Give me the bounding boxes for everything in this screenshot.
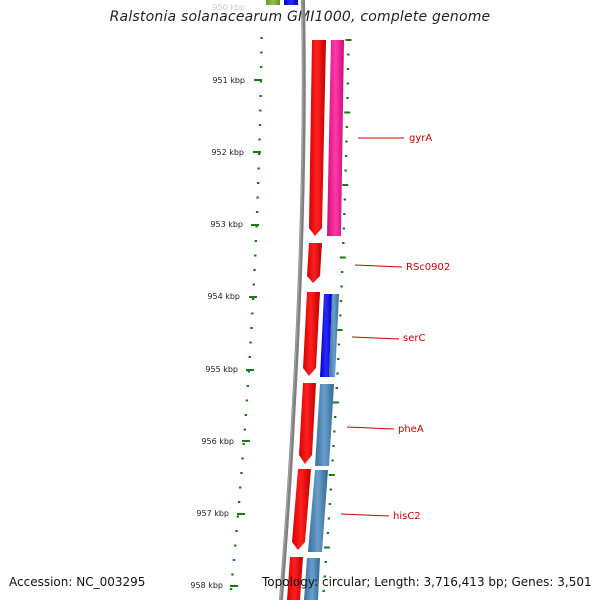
scale-label-953: 953 kbp (210, 220, 259, 229)
svg-text:955 kbp: 955 kbp (205, 365, 238, 374)
svg-text:gyrA: gyrA (409, 133, 432, 144)
feature-olive-partial (266, 0, 280, 5)
svg-text:954 kbp: 954 kbp (207, 292, 240, 301)
scale-label-952: 952 kbp (211, 148, 261, 157)
svg-text:pheA: pheA (398, 424, 424, 435)
svg-text:956 kbp: 956 kbp (201, 437, 234, 446)
svg-text:951 kbp: 951 kbp (212, 76, 245, 85)
svg-text:953 kbp: 953 kbp (210, 220, 243, 229)
svg-text:hisC2: hisC2 (393, 511, 421, 522)
backbone-arc (279, 0, 306, 600)
feature-forward-cds-serC (303, 292, 320, 376)
svg-text:958 kbp: 958 kbp (190, 581, 223, 590)
feature-forward-cds-RSc0902 (307, 243, 322, 283)
feature-forward-cds-partial (287, 557, 303, 600)
feature-reverse-cds-magenta (327, 40, 344, 236)
svg-text:serC: serC (403, 333, 425, 344)
scale-label-954: 954 kbp (207, 292, 257, 301)
feature-reverse-cds-steel-4 (304, 558, 320, 600)
gene-label-hisC2: hisC2 (340, 511, 421, 522)
scale-label-950: 950 kbp (212, 3, 245, 12)
accession-text: Accession: NC_003295 (9, 575, 146, 589)
gene-label-pheA: pheA (346, 424, 424, 435)
scale-label-951: 951 kbp (212, 76, 262, 85)
scale-label-956: 956 kbp (201, 437, 250, 446)
svg-text:957 kbp: 957 kbp (196, 509, 229, 518)
topology-text: Topology: circular; Length: 3,716,413 bp… (262, 575, 592, 589)
svg-text:952 kbp: 952 kbp (211, 148, 244, 157)
scale-label-957: 957 kbp (196, 509, 245, 518)
feature-reverse-cds-steel-3 (308, 470, 328, 552)
scale-label-958: 958 kbp (190, 581, 238, 590)
scale-label-955: 955 kbp (205, 365, 254, 374)
gene-label-RSc0902: RSc0902 (354, 262, 450, 273)
feature-blue-partial (284, 0, 298, 5)
scale-ruler (229, 37, 263, 590)
feature-reverse-cds-steel-2 (315, 384, 334, 466)
map-title: Ralstonia solanacearum GMI1000, complete… (109, 9, 491, 25)
feature-reverse-cds-blue (320, 294, 332, 377)
scale-ruler-inner (322, 39, 352, 592)
feature-forward-cds-pheA (299, 383, 316, 464)
gene-label-gyrA: gyrA (358, 133, 432, 144)
feature-forward-cds-gyrA (309, 40, 326, 236)
gene-label-serC: serC (351, 333, 425, 344)
feature-forward-cds-hisC2 (292, 469, 311, 550)
feature-reverse-cds-steel-1 (329, 294, 339, 377)
svg-text:RSc0902: RSc0902 (406, 262, 450, 273)
